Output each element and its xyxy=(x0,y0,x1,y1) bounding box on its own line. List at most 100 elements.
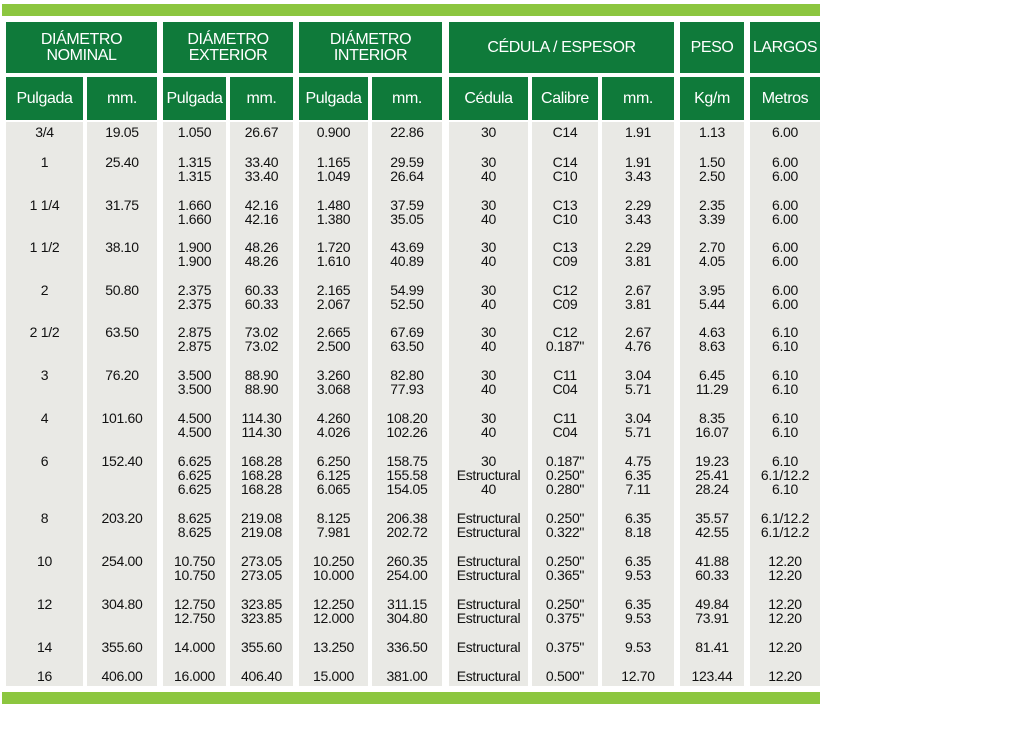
column-bg-4 xyxy=(299,122,368,686)
header-diametro-nominal: DIÁMETRO NOMINAL xyxy=(6,22,157,73)
table-cell: 3.04 5.71 xyxy=(624,367,652,397)
table-cell: 323.85 323.85 xyxy=(240,596,283,626)
table-cell: 12.250 12.000 xyxy=(312,596,355,626)
table-cell: 16.000 xyxy=(173,668,216,684)
table-cell: 1.720 1.610 xyxy=(316,239,351,269)
table-cell: 6.00 6.00 xyxy=(771,197,799,227)
table-cell: 2.67 3.81 xyxy=(624,282,652,312)
header-diametro-exterior: DIÁMETRO EXTERIOR xyxy=(163,22,293,73)
table-cell: Estructural Estructural xyxy=(456,553,521,583)
table-cell: 30 xyxy=(481,124,496,140)
table-cell: 41.88 60.33 xyxy=(695,553,729,583)
table-cell: 49.84 73.91 xyxy=(695,596,729,626)
table-cell: 38.10 xyxy=(105,239,139,255)
table-cell: 2.70 4.05 xyxy=(698,239,726,269)
column-bg-5 xyxy=(372,122,442,686)
table-cell: 6.10 6.1/12.2 6.10 xyxy=(760,453,810,497)
table-cell: 336.50 xyxy=(386,639,428,655)
table-cell: 1.480 1.380 xyxy=(316,197,351,227)
table-cell: Estructural Estructural xyxy=(456,596,521,626)
table-cell: 4.63 8.63 xyxy=(698,324,726,354)
bottom-accent-bar xyxy=(2,692,820,704)
table-cell: Estructural Estructural xyxy=(456,510,521,540)
table-cell: C14 xyxy=(552,124,578,140)
table-cell: 206.38 202.72 xyxy=(386,510,428,540)
table-cell: 6.250 6.125 6.065 xyxy=(316,453,351,497)
table-cell: Estructural xyxy=(456,668,521,684)
table-cell: 0.250" 0.322" xyxy=(545,510,585,540)
table-cell: 81.41 xyxy=(695,639,729,655)
table-cell: 22.86 xyxy=(390,124,424,140)
table-cell: 29.59 26.64 xyxy=(390,154,424,184)
header-largos: LARGOS xyxy=(750,22,820,73)
table-cell: 260.35 254.00 xyxy=(386,553,428,583)
subheader-10: Metros xyxy=(750,77,820,120)
table-cell: 3.260 3.068 xyxy=(316,367,351,397)
table-cell: 381.00 xyxy=(386,668,428,684)
table-cell: 1 xyxy=(40,154,49,170)
table-cell: 406.00 xyxy=(101,668,143,684)
table-cell: 8.625 8.625 xyxy=(177,510,212,540)
table-cell: 3 xyxy=(40,367,49,383)
table-cell: 0.500" xyxy=(545,668,585,684)
table-cell: 3/4 xyxy=(35,124,54,140)
table-cell: 203.20 xyxy=(101,510,143,526)
table-cell: 6 xyxy=(40,453,49,469)
table-cell: 2.165 2.067 xyxy=(316,282,351,312)
table-cell: 2.375 2.375 xyxy=(177,282,212,312)
table-cell: 10 xyxy=(37,553,52,569)
table-cell: 30 40 xyxy=(481,154,496,184)
table-cell: 355.60 xyxy=(240,639,283,655)
table-cell: 6.35 9.53 xyxy=(624,596,652,626)
table-cell: 33.40 33.40 xyxy=(244,154,279,184)
subheader-2: Pulgada xyxy=(163,77,226,120)
table-cell: 19.05 xyxy=(105,124,139,140)
table-cell: 13.250 xyxy=(312,639,355,655)
table-cell: 406.40 xyxy=(240,668,283,684)
table-cell: 6.10 6.10 xyxy=(771,367,799,397)
table-cell: 30 40 xyxy=(481,324,496,354)
table-cell: 15.000 xyxy=(312,668,355,684)
column-bg-10 xyxy=(750,122,820,686)
table-cell: 2 xyxy=(40,282,49,298)
table-cell: 2.875 2.875 xyxy=(177,324,212,354)
table-cell: 1.13 xyxy=(698,124,726,140)
table-cell: 8 xyxy=(40,510,49,526)
table-cell: 304.80 xyxy=(101,596,143,612)
table-cell: 3.95 5.44 xyxy=(698,282,726,312)
table-cell: 6.45 11.29 xyxy=(695,367,729,397)
table-cell: C12 C09 xyxy=(552,282,578,312)
table-cell: 12.20 xyxy=(768,668,802,684)
table-cell: 0.375" xyxy=(545,639,585,655)
table-cell: 12.20 12.20 xyxy=(768,596,802,626)
table-cell: 3.500 3.500 xyxy=(177,367,212,397)
table-cell: 4.260 4.026 xyxy=(316,410,351,440)
column-bg-9 xyxy=(680,122,744,686)
table-cell: 2 1/2 xyxy=(29,324,60,340)
table-cell: 25.40 xyxy=(105,154,139,170)
table-cell: C13 C10 xyxy=(552,197,578,227)
header-cedula-espesor: CÉDULA / ESPESOR xyxy=(449,22,674,73)
table-cell: 0.900 xyxy=(316,124,351,140)
table-cell: 1 1/2 xyxy=(29,239,60,255)
table-cell: 254.00 xyxy=(101,553,143,569)
column-bg-1 xyxy=(87,122,157,686)
subheader-0: Pulgada xyxy=(6,77,83,120)
table-cell: 6.00 6.00 xyxy=(771,282,799,312)
table-cell: 6.625 6.625 6.625 xyxy=(177,453,212,497)
table-cell: 6.10 6.10 xyxy=(771,410,799,440)
table-cell: 219.08 219.08 xyxy=(240,510,283,540)
table-cell: 26.67 xyxy=(244,124,279,140)
table-cell: 67.69 63.50 xyxy=(390,324,424,354)
table-cell: 73.02 73.02 xyxy=(244,324,279,354)
table-cell: 1.50 2.50 xyxy=(698,154,726,184)
table-cell: 4.75 6.35 7.11 xyxy=(624,453,652,497)
table-cell: 2.35 3.39 xyxy=(698,197,726,227)
top-accent-bar xyxy=(2,4,820,16)
table-cell: 48.26 48.26 xyxy=(244,239,279,269)
table-cell: 60.33 60.33 xyxy=(244,282,279,312)
table-cell: 0.187" 0.250" 0.280" xyxy=(545,453,585,497)
table-cell: 6.10 6.10 xyxy=(771,324,799,354)
table-cell: 19.23 25.41 28.24 xyxy=(695,453,729,497)
column-bg-7 xyxy=(532,122,598,686)
